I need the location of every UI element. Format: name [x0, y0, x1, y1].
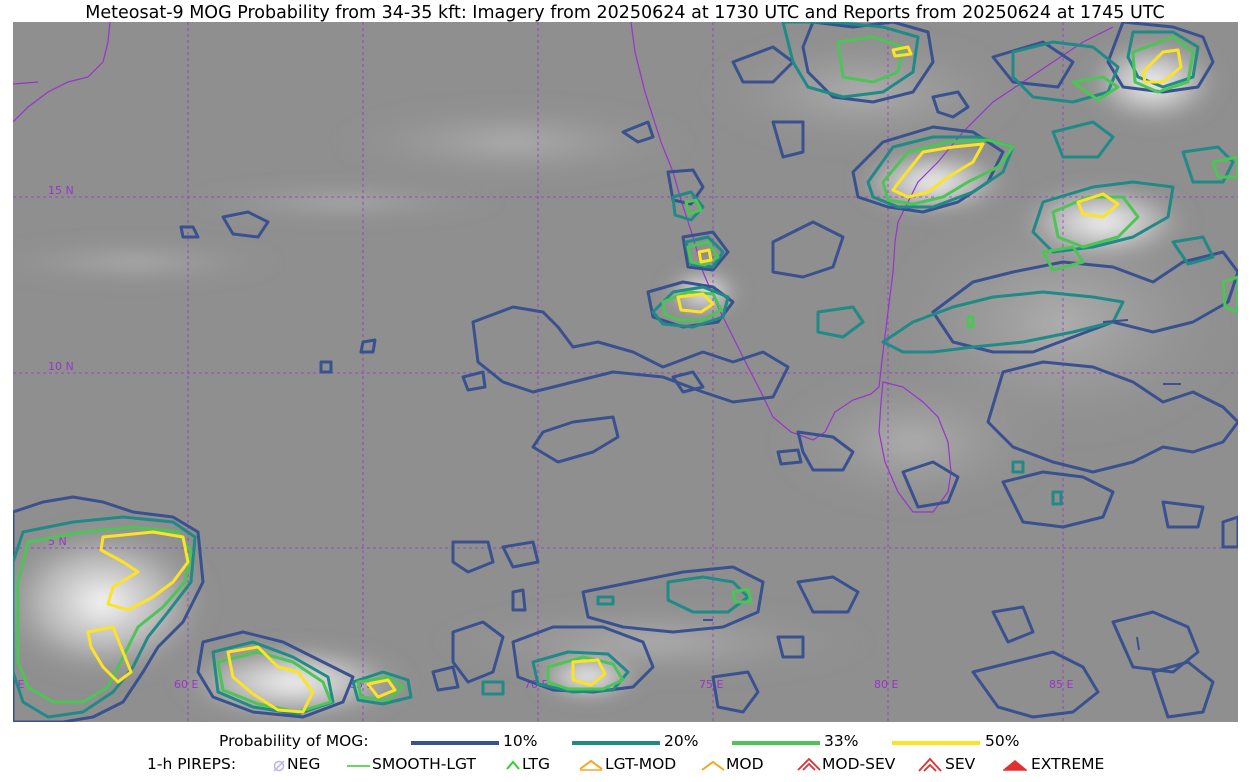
contours-50pct	[86, 45, 1183, 714]
lgt-mod-icon	[579, 759, 603, 771]
legend-label-33pct: 33%	[824, 732, 859, 750]
pirep-label-ltg: LTG	[522, 755, 550, 773]
pirep-label-neg: NEG	[287, 755, 321, 773]
mod-sev-icon	[797, 757, 821, 771]
lon-label-75e: 75 E	[699, 678, 723, 691]
legend-swatch-33pct	[732, 741, 820, 745]
lon-label-85e: 85 E	[1049, 678, 1073, 691]
contours-20pct	[13, 22, 1235, 719]
legend-label-20pct: 20%	[664, 732, 699, 750]
lat-label-15n: 15 N	[48, 184, 74, 197]
map-title: Meteosat-9 MOG Probability from 34-35 kf…	[85, 3, 1165, 23]
pireps-legend: 1-h PIREPS: NEG SMOOTH-LGT LTG LGT-MOD M…	[0, 755, 1250, 777]
pireps-legend-label: 1-h PIREPS:	[147, 755, 237, 773]
pirep-label-smooth-lgt: SMOOTH-LGT	[372, 755, 476, 773]
lat-label-10n: 10 N	[48, 360, 74, 373]
lon-label-60e: 60 E	[174, 678, 198, 691]
pirep-label-mod-sev: MOD-SEV	[822, 755, 896, 773]
lon-label-80e: 80 E	[874, 678, 898, 691]
neg-icon	[273, 760, 285, 772]
probability-legend: Probability of MOG: 10% 20% 33% 50%	[0, 732, 1250, 754]
ltg-icon	[506, 760, 520, 770]
sev-icon	[918, 757, 942, 772]
pirep-label-extreme: EXTREME	[1031, 755, 1105, 773]
probability-legend-label: Probability of MOG:	[219, 732, 369, 750]
mod-icon	[701, 760, 725, 771]
extreme-icon	[1003, 760, 1027, 771]
legend-swatch-10pct	[411, 741, 499, 745]
smooth-lgt-icon	[347, 765, 370, 767]
pirep-label-lgt-mod: LGT-MOD	[605, 755, 677, 773]
pirep-markers	[703, 319, 1181, 651]
cloud-imagery	[13, 32, 1238, 722]
legend-label-10pct: 10%	[503, 732, 538, 750]
contours-33pct	[16, 35, 1238, 714]
legend-swatch-50pct	[892, 741, 980, 745]
legend-label-50pct: 50%	[985, 732, 1020, 750]
legend-swatch-20pct	[572, 741, 660, 745]
pirep-label-mod: MOD	[726, 755, 764, 773]
contours-10pct	[13, 22, 1238, 722]
pirep-label-sev: SEV	[945, 755, 976, 773]
satellite-map: 15 N 10 N 5 N 55 E 60 E 65 E 70 E 75 E 8…	[13, 22, 1238, 722]
lat-lon-grid	[13, 22, 1238, 722]
